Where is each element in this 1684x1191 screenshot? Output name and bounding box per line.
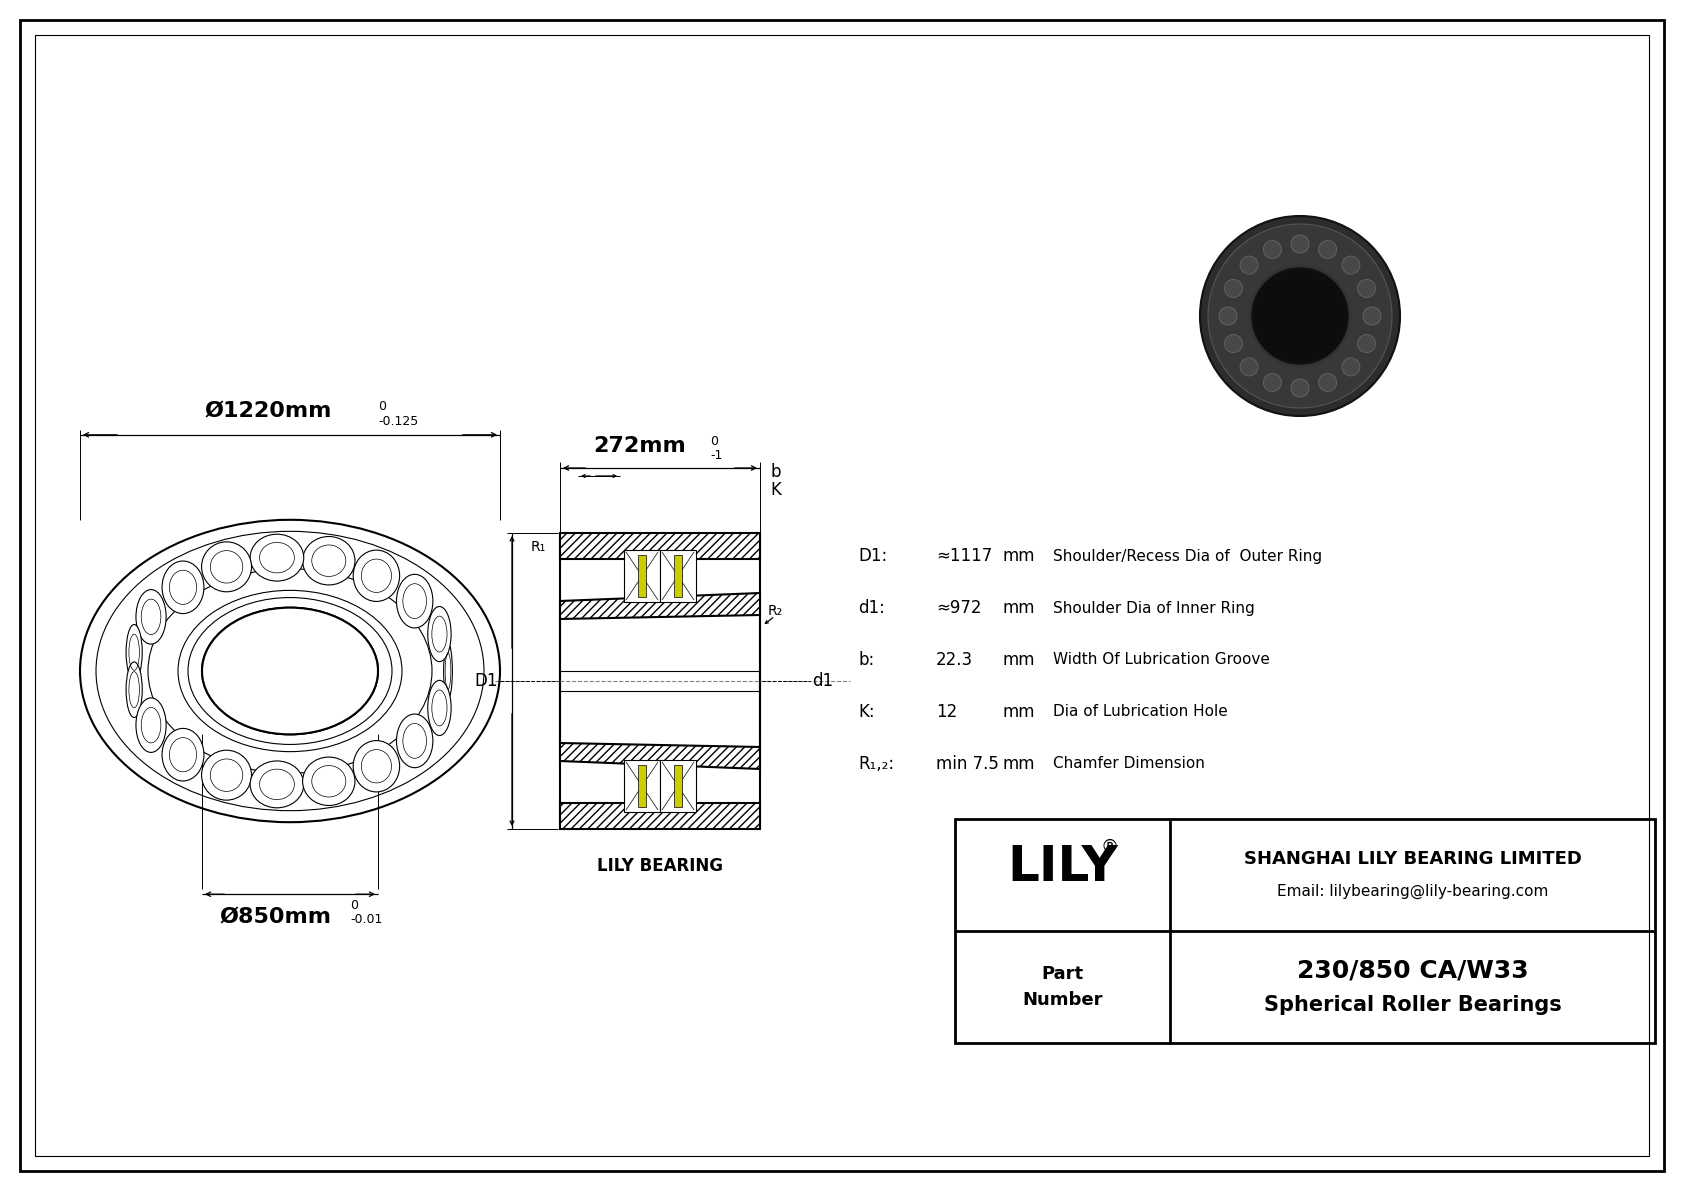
Circle shape — [1263, 374, 1282, 392]
Circle shape — [1362, 307, 1381, 325]
Text: Email: lilybearing@lily-bearing.com: Email: lilybearing@lily-bearing.com — [1276, 884, 1548, 898]
Text: LILY BEARING: LILY BEARING — [598, 858, 722, 875]
Text: mm: mm — [1004, 547, 1036, 565]
Text: R₁: R₁ — [530, 540, 546, 554]
Text: b: b — [770, 463, 780, 481]
Text: d1: d1 — [812, 672, 834, 690]
Bar — [660, 760, 695, 812]
Bar — [660, 550, 695, 601]
Text: ≈1117: ≈1117 — [936, 547, 992, 565]
Circle shape — [1357, 335, 1376, 353]
Circle shape — [1224, 335, 1243, 353]
Ellipse shape — [251, 535, 303, 581]
Text: b:: b: — [859, 651, 874, 669]
Circle shape — [1319, 241, 1337, 258]
Polygon shape — [561, 534, 759, 559]
Ellipse shape — [428, 680, 451, 736]
Circle shape — [1239, 358, 1258, 376]
Text: ®: ® — [1101, 838, 1118, 856]
Text: 0: 0 — [377, 400, 386, 413]
Ellipse shape — [204, 609, 377, 734]
Circle shape — [1250, 266, 1351, 366]
Text: 0: 0 — [350, 899, 359, 912]
Circle shape — [1292, 235, 1308, 252]
Circle shape — [1207, 224, 1393, 409]
Text: SHANGHAI LILY BEARING LIMITED: SHANGHAI LILY BEARING LIMITED — [1243, 850, 1581, 868]
Ellipse shape — [354, 741, 399, 792]
Text: mm: mm — [1004, 755, 1036, 773]
Text: 0: 0 — [711, 435, 717, 448]
Text: Shoulder Dia of Inner Ring: Shoulder Dia of Inner Ring — [1052, 600, 1255, 616]
Circle shape — [1219, 307, 1238, 325]
Circle shape — [1260, 276, 1340, 356]
Text: Width Of Lubrication Groove: Width Of Lubrication Groove — [1052, 653, 1270, 667]
Ellipse shape — [136, 698, 167, 753]
Bar — [625, 760, 660, 812]
Circle shape — [1224, 280, 1243, 298]
Text: Shoulder/Recess Dia of  Outer Ring: Shoulder/Recess Dia of Outer Ring — [1052, 549, 1322, 563]
Text: Dia of Lubrication Hole: Dia of Lubrication Hole — [1052, 705, 1228, 719]
Circle shape — [1292, 379, 1308, 397]
Ellipse shape — [136, 590, 167, 644]
Ellipse shape — [162, 561, 204, 613]
Circle shape — [1263, 241, 1282, 258]
Ellipse shape — [126, 624, 141, 680]
Ellipse shape — [428, 606, 451, 662]
Circle shape — [1201, 216, 1399, 416]
Circle shape — [1239, 256, 1258, 274]
Circle shape — [1319, 374, 1337, 392]
Ellipse shape — [162, 729, 204, 781]
Text: -1: -1 — [711, 449, 722, 462]
Ellipse shape — [202, 750, 251, 800]
Text: 230/850 CA/W33: 230/850 CA/W33 — [1297, 959, 1529, 983]
Text: Ø850mm: Ø850mm — [219, 906, 332, 927]
Text: Spherical Roller Bearings: Spherical Roller Bearings — [1263, 994, 1561, 1015]
Text: LILY: LILY — [1007, 843, 1118, 891]
Text: -0.01: -0.01 — [350, 913, 382, 927]
Text: Part
Number: Part Number — [1022, 965, 1103, 1009]
Ellipse shape — [354, 550, 399, 601]
Text: D1:: D1: — [859, 547, 887, 565]
Text: R₂: R₂ — [768, 604, 783, 618]
Text: mm: mm — [1004, 651, 1036, 669]
Text: min 7.5: min 7.5 — [936, 755, 999, 773]
Polygon shape — [561, 743, 759, 769]
Polygon shape — [561, 803, 759, 829]
Ellipse shape — [303, 536, 355, 585]
Circle shape — [1357, 280, 1376, 298]
Polygon shape — [674, 765, 682, 807]
Ellipse shape — [202, 607, 377, 735]
Polygon shape — [561, 593, 759, 619]
Circle shape — [1251, 268, 1347, 364]
Text: mm: mm — [1004, 599, 1036, 617]
Text: R₁,₂:: R₁,₂: — [859, 755, 894, 773]
Ellipse shape — [251, 761, 303, 807]
Ellipse shape — [202, 542, 251, 592]
Ellipse shape — [126, 662, 141, 717]
Text: 22.3: 22.3 — [936, 651, 973, 669]
Polygon shape — [638, 765, 647, 807]
Ellipse shape — [443, 643, 453, 699]
Ellipse shape — [303, 757, 355, 805]
Ellipse shape — [396, 715, 433, 768]
Circle shape — [1342, 358, 1361, 376]
Text: D1: D1 — [475, 672, 498, 690]
Ellipse shape — [396, 574, 433, 628]
Text: d1:: d1: — [859, 599, 884, 617]
Bar — [955, 819, 1655, 1043]
Circle shape — [1342, 256, 1361, 274]
Text: K:: K: — [859, 703, 874, 721]
Text: mm: mm — [1004, 703, 1036, 721]
Polygon shape — [674, 555, 682, 597]
Text: Chamfer Dimension: Chamfer Dimension — [1052, 756, 1204, 772]
Text: 12: 12 — [936, 703, 957, 721]
Bar — [625, 550, 660, 601]
Text: K: K — [770, 481, 781, 499]
Text: -0.125: -0.125 — [377, 414, 418, 428]
Polygon shape — [638, 555, 647, 597]
Text: 272mm: 272mm — [594, 436, 687, 456]
Text: ≈972: ≈972 — [936, 599, 982, 617]
Text: Ø1220mm: Ø1220mm — [204, 401, 332, 420]
